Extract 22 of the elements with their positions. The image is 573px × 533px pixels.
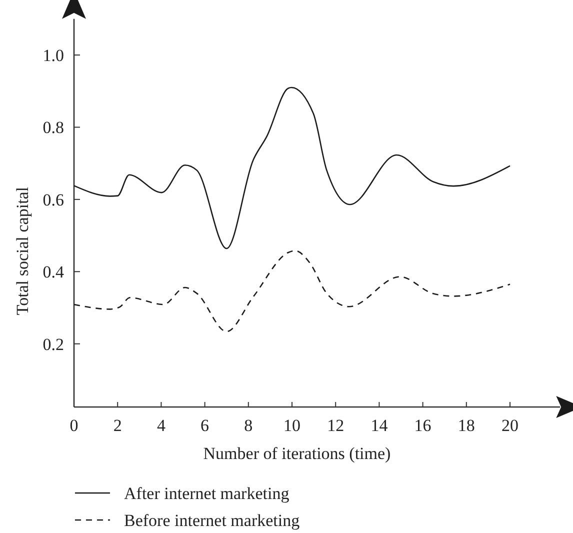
legend-label: After internet marketing — [124, 484, 290, 503]
line-series — [73, 86, 511, 250]
y-tick-label: 0.2 — [42, 334, 64, 354]
x-axis-title: Number of iterations (time) — [203, 444, 391, 463]
x-tick-label: 16 — [414, 416, 432, 435]
x-tick-label: 10 — [284, 416, 300, 435]
legend-label: Before internet marketing — [124, 510, 300, 530]
x-tick-label: 4 — [156, 416, 166, 435]
x-tick-label: 0 — [70, 416, 78, 435]
x-tick-label: 12 — [327, 416, 344, 435]
x-tick-label: 2 — [113, 416, 122, 435]
y-tick-label: 0.4 — [42, 262, 64, 282]
y-axis-title: Total social capital — [13, 186, 32, 316]
line-series — [73, 250, 511, 332]
x-tick-label: 20 — [502, 416, 518, 435]
x-tick-label: 8 — [244, 416, 253, 435]
y-tick-label: 1.0 — [42, 46, 64, 65]
y-tick-label: 0.6 — [42, 190, 64, 210]
x-tick-label: 6 — [200, 416, 210, 435]
y-tick-label: 0.8 — [42, 118, 64, 138]
x-tick-label: 18 — [458, 416, 475, 435]
x-tick-label: 14 — [370, 416, 388, 435]
